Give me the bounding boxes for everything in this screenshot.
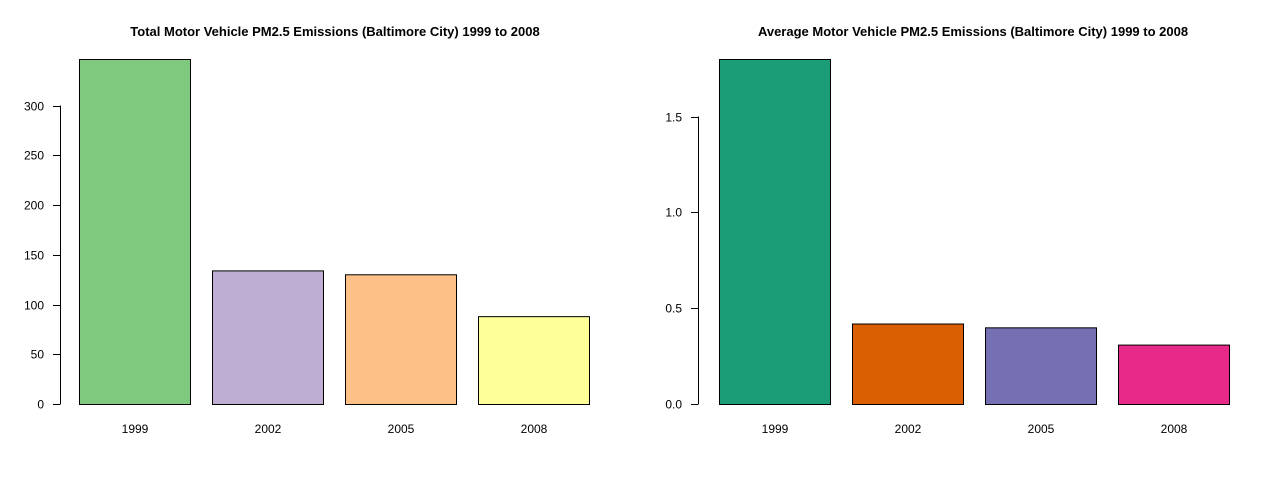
y-tick-label: 0.5 xyxy=(665,302,682,316)
y-tick-label: 150 xyxy=(24,249,44,263)
y-tick-label: 0.0 xyxy=(665,398,682,412)
x-tick-label: 2005 xyxy=(388,422,415,436)
bar-2005 xyxy=(985,327,1097,406)
bar-2002 xyxy=(212,270,324,405)
x-tick-label: 2002 xyxy=(895,422,922,436)
y-tick-label: 0 xyxy=(37,398,44,412)
bar-1999 xyxy=(79,59,191,405)
x-tick-label: 2008 xyxy=(1161,422,1188,436)
x-tick-label: 1999 xyxy=(122,422,149,436)
x-tick-label: 2008 xyxy=(521,422,548,436)
chart-title: Total Motor Vehicle PM2.5 Emissions (Bal… xyxy=(130,24,539,39)
chart-title: Average Motor Vehicle PM2.5 Emissions (B… xyxy=(758,24,1188,39)
bar-2008 xyxy=(478,316,590,405)
x-tick-label: 1999 xyxy=(762,422,789,436)
chart-panel-2: Average Motor Vehicle PM2.5 Emissions (B… xyxy=(665,24,1230,436)
bar-2008 xyxy=(1118,344,1230,406)
y-tick-label: 100 xyxy=(24,299,44,313)
y-tick-label: 200 xyxy=(24,199,44,213)
bar-1999 xyxy=(719,59,831,405)
x-tick-label: 2002 xyxy=(255,422,282,436)
bar-2002 xyxy=(852,323,964,405)
chart-panel-1: Total Motor Vehicle PM2.5 Emissions (Bal… xyxy=(24,24,590,436)
bar-2005 xyxy=(345,274,457,406)
y-tick-label: 1.5 xyxy=(665,111,682,125)
y-tick-label: 50 xyxy=(31,348,45,362)
y-tick-label: 300 xyxy=(24,100,44,114)
y-tick-label: 1.0 xyxy=(665,206,682,220)
x-tick-label: 2005 xyxy=(1028,422,1055,436)
y-tick-label: 250 xyxy=(24,149,44,163)
